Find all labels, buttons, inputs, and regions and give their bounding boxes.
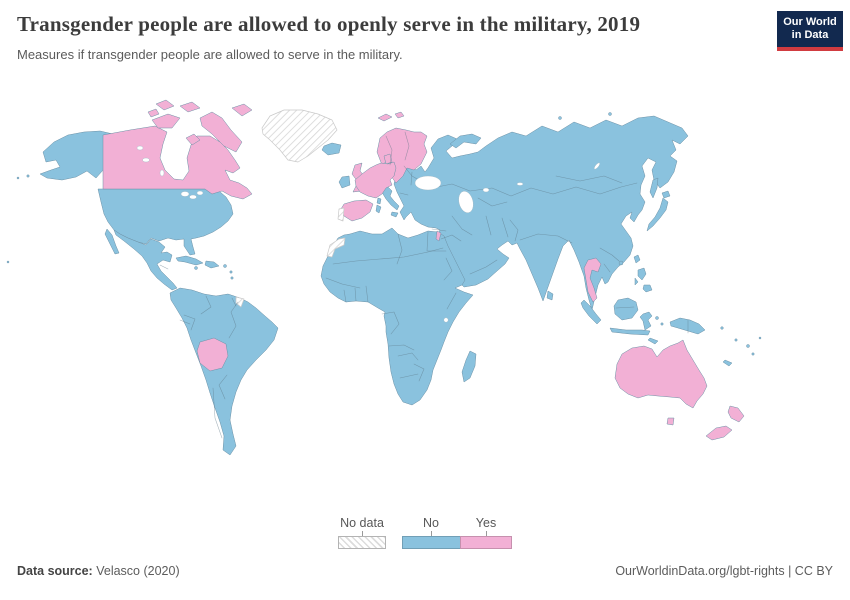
data-source-value: Velasco (2020) [96, 564, 180, 578]
region-denmark[interactable] [383, 153, 393, 165]
legend-no-data-label: No data [340, 516, 384, 530]
region-western-sahara[interactable] [326, 237, 346, 258]
regions-yes [102, 99, 745, 441]
region-western-europe[interactable] [354, 161, 397, 199]
region-portugal[interactable] [337, 207, 345, 222]
country-borders [159, 131, 689, 439]
footer-right: OurWorldinData.org/lgbt-rights | CC BY [615, 564, 833, 578]
owid-logo[interactable]: Our World in Data [777, 11, 843, 51]
owid-logo-line1: Our World [783, 16, 837, 28]
region-hispaniola[interactable] [204, 260, 220, 269]
region-sri-lanka[interactable] [546, 290, 554, 301]
region-spain[interactable] [340, 199, 374, 222]
region-new-guinea[interactable] [669, 317, 706, 335]
legend-tick [430, 531, 432, 536]
region-baja[interactable] [104, 228, 120, 255]
legend-no-data[interactable]: No data [338, 516, 386, 549]
region-australia[interactable] [614, 339, 708, 409]
region-usa[interactable] [97, 188, 234, 256]
region-israel[interactable] [435, 230, 442, 242]
owid-logo-line2: in Data [791, 29, 829, 41]
region-sulawesi[interactable] [639, 311, 653, 331]
region-taiwan[interactable] [633, 254, 641, 264]
world-map[interactable] [0, 88, 850, 548]
region-africa[interactable] [320, 227, 474, 406]
region-novaya-zemlya[interactable] [449, 133, 482, 149]
footer: Data source: Velasco (2020) OurWorldinDa… [17, 564, 833, 578]
region-sakhalin[interactable] [649, 177, 659, 199]
data-source: Data source: Velasco (2020) [17, 564, 180, 578]
region-mexico-central-america[interactable] [113, 229, 178, 291]
region-cuba[interactable] [175, 255, 204, 266]
legend-no-swatch[interactable] [402, 536, 460, 549]
legend-yes-label: Yes [475, 516, 497, 530]
region-new-zealand-north[interactable] [727, 405, 745, 423]
region-canada[interactable] [102, 125, 253, 200]
legend-category-bar: No Yes [402, 516, 512, 549]
region-philippines[interactable] [637, 267, 647, 281]
regions-no [6, 112, 762, 456]
region-guyana[interactable] [235, 296, 245, 308]
region-tasmania[interactable] [666, 417, 675, 426]
footer-license: | CC BY [784, 564, 833, 578]
region-madagascar[interactable] [461, 350, 477, 383]
region-borneo[interactable] [613, 297, 639, 321]
legend-tick [361, 531, 363, 536]
region-italy[interactable] [381, 186, 400, 211]
region-sumatra[interactable] [580, 299, 602, 325]
page-title: Transgender people are allowed to openly… [17, 12, 641, 36]
region-new-zealand-south[interactable] [705, 425, 733, 441]
lakes [136, 145, 601, 323]
map-legend: No data No Yes [0, 516, 850, 549]
regions-no-data [235, 109, 346, 308]
region-iceland[interactable] [321, 142, 342, 156]
legend-no[interactable]: No [402, 516, 460, 549]
region-japan[interactable] [646, 197, 669, 232]
region-bolivia[interactable] [196, 337, 229, 372]
region-canadian-arctic[interactable] [151, 113, 181, 129]
legend-no-label: No [423, 516, 439, 530]
data-source-label: Data source: [17, 564, 93, 578]
page-subtitle: Measures if transgender people are allow… [17, 47, 403, 62]
legend-yes[interactable]: Yes [460, 516, 512, 549]
region-thailand[interactable] [583, 257, 602, 303]
legend-no-data-swatch[interactable] [338, 536, 386, 549]
region-java[interactable] [609, 327, 651, 336]
legend-tick [485, 531, 487, 536]
region-ireland[interactable] [338, 175, 351, 189]
region-alaska[interactable] [39, 130, 114, 181]
region-south-america[interactable] [169, 287, 279, 456]
region-svalbard[interactable] [377, 113, 393, 122]
footer-link[interactable]: OurWorldinData.org/lgbt-rights [615, 564, 785, 578]
region-greenland[interactable] [261, 109, 338, 163]
legend-yes-swatch[interactable] [460, 536, 512, 549]
